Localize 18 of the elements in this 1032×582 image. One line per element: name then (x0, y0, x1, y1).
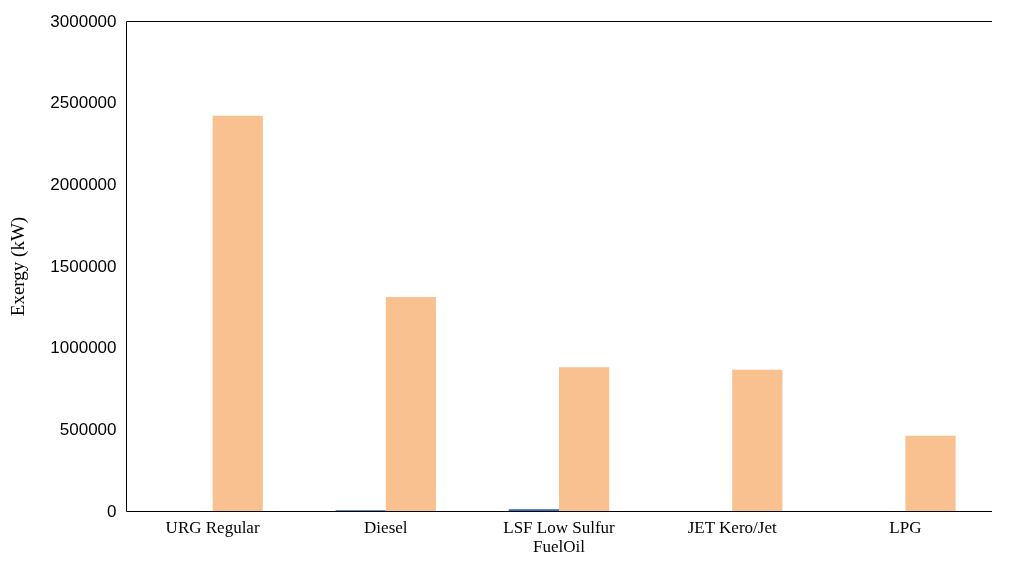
bar (732, 369, 783, 511)
y-axis-title: Exergy (kW) (7, 216, 30, 317)
y-tick-label: 2000000 (50, 174, 117, 194)
bar (905, 435, 956, 511)
y-tick-label: 1500000 (50, 256, 117, 276)
bar (559, 367, 610, 511)
y-tick-label: 0 (107, 501, 117, 521)
x-tick-label: LPG (889, 517, 922, 537)
y-tick-label: 3000000 (50, 11, 117, 31)
y-tick-label: 500000 (59, 419, 117, 439)
y-tick-label: 2500000 (50, 93, 117, 113)
x-tick-label: JET Kero/Jet (687, 517, 777, 537)
x-tick-label: URG Regular (165, 517, 260, 537)
y-tick-label: 1000000 (50, 338, 117, 358)
bar (385, 297, 437, 511)
x-tick-label: Diesel (364, 517, 408, 537)
x-tick-label: LSF Low Sulfur FuelOil (503, 517, 616, 556)
bar (212, 115, 263, 511)
